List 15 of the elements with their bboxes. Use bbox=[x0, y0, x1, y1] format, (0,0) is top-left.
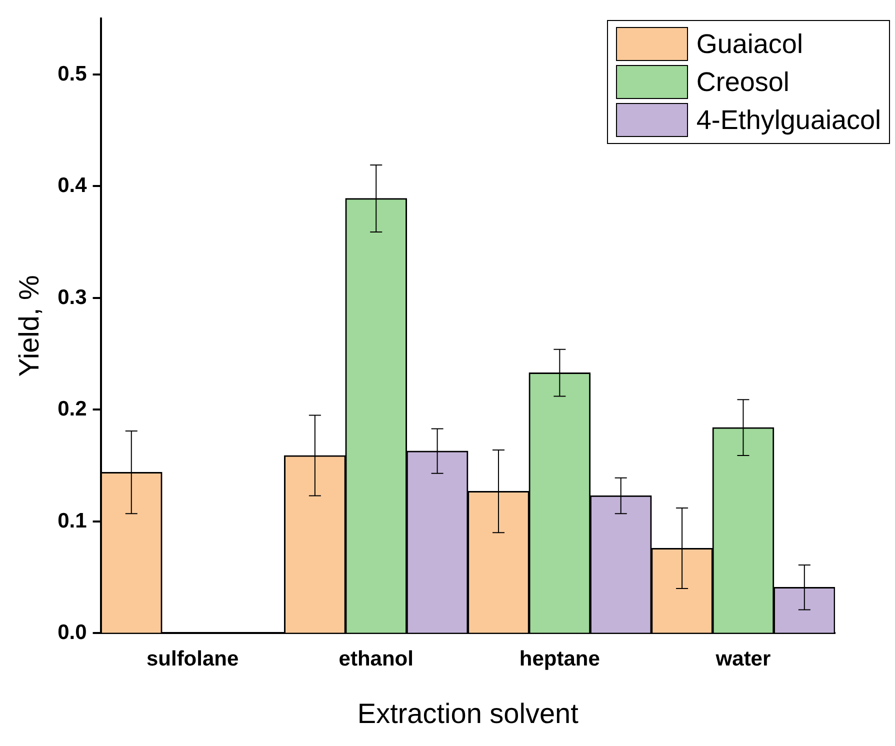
y-tick-label: 0.5 bbox=[58, 62, 88, 86]
legend-label: 4-Ethylguaiacol bbox=[696, 104, 881, 136]
y-tick-label: 0.0 bbox=[58, 620, 87, 644]
x-tick-label: water bbox=[714, 648, 771, 671]
y-tick-label: 0.2 bbox=[58, 398, 87, 421]
y-tick-label: 0.1 bbox=[58, 509, 88, 532]
legend-label: Creosol bbox=[696, 66, 790, 98]
y-axis-title: Yield, % bbox=[14, 275, 45, 377]
legend-label: Guaiacol bbox=[696, 28, 803, 60]
y-tick-label: 0.4 bbox=[58, 174, 88, 198]
y-tick-label: 0.3 bbox=[58, 286, 87, 309]
x-axis-title: Extraction solvent bbox=[357, 698, 579, 729]
x-tick-label: heptane bbox=[519, 648, 600, 671]
x-tick-label: ethanol bbox=[338, 648, 414, 671]
x-tick-label: sulfolane bbox=[146, 648, 239, 671]
